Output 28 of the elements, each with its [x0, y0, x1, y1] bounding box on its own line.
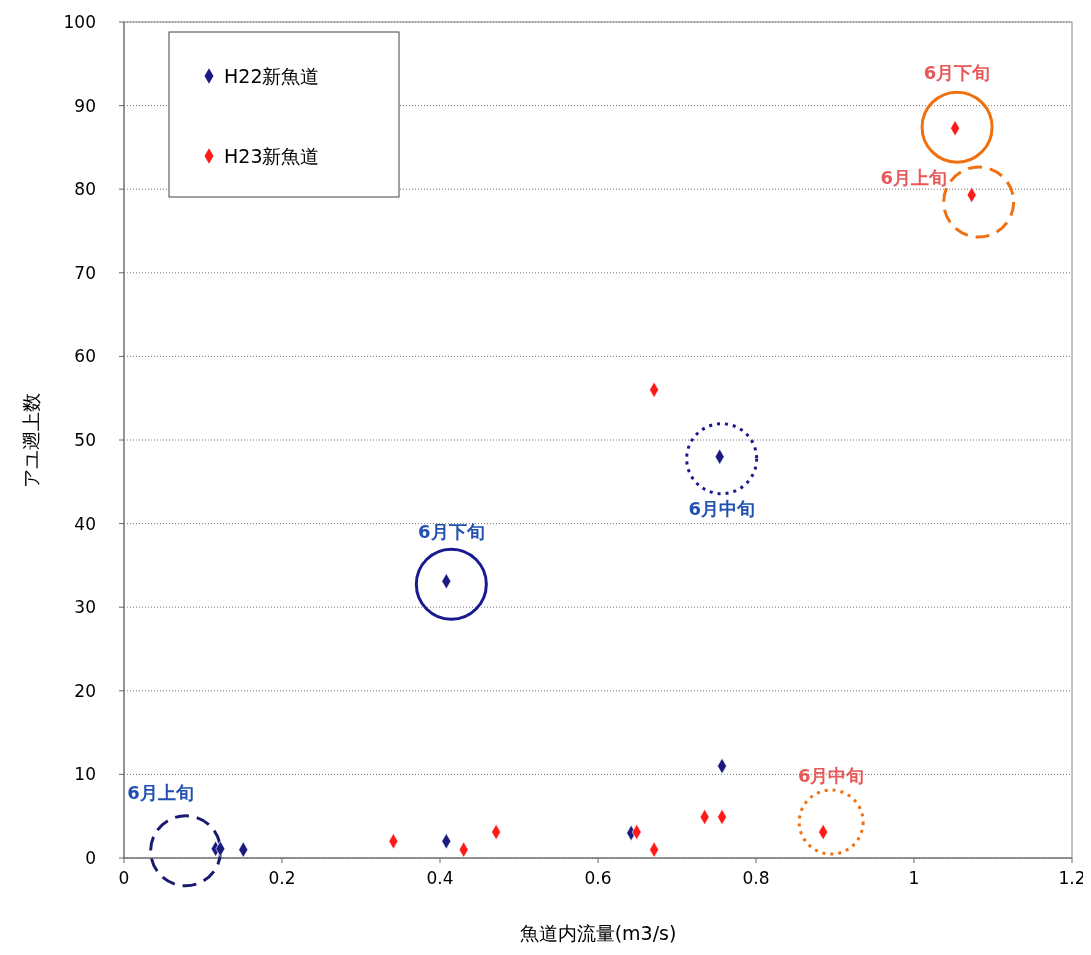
y-tick-label: 50 [74, 429, 96, 450]
y-axis-title: アユ遡上数 [20, 392, 42, 488]
x-tick-label: 1 [908, 868, 920, 888]
annotation: 6月下旬 [418, 521, 485, 543]
y-tick-label: 90 [74, 95, 96, 116]
y-tick-label: 70 [74, 262, 96, 283]
annotation: 6月下旬 [923, 62, 991, 84]
y-tick-label: 20 [74, 680, 96, 701]
annotation: 6月中旬 [688, 497, 755, 519]
annotation: 6月上旬 [127, 781, 194, 803]
x-tick-label: 1.2 [1058, 868, 1086, 888]
y-tick-label: 30 [74, 597, 96, 618]
y-tick-label: 100 [63, 11, 96, 32]
x-axis-title: 魚道内流量(m3/s) [519, 922, 677, 944]
x-tick-label: 0.6 [584, 868, 612, 888]
legend-label: H23新魚道 [224, 144, 320, 167]
x-tick-label: 0.8 [742, 868, 770, 888]
y-tick-label: 80 [74, 179, 96, 200]
y-tick-label: 60 [74, 346, 96, 367]
y-tick-label: 0 [85, 847, 96, 868]
x-tick-label: 0.2 [268, 868, 296, 888]
annotation: 6月中旬 [797, 765, 865, 787]
y-tick-label: 10 [74, 764, 96, 785]
legend-label: H22新魚道 [224, 64, 320, 87]
annotation: 6月上旬 [880, 167, 947, 189]
x-tick-label: 0 [118, 868, 130, 888]
x-tick-label: 0.4 [426, 868, 454, 888]
y-tick-label: 40 [74, 513, 96, 534]
